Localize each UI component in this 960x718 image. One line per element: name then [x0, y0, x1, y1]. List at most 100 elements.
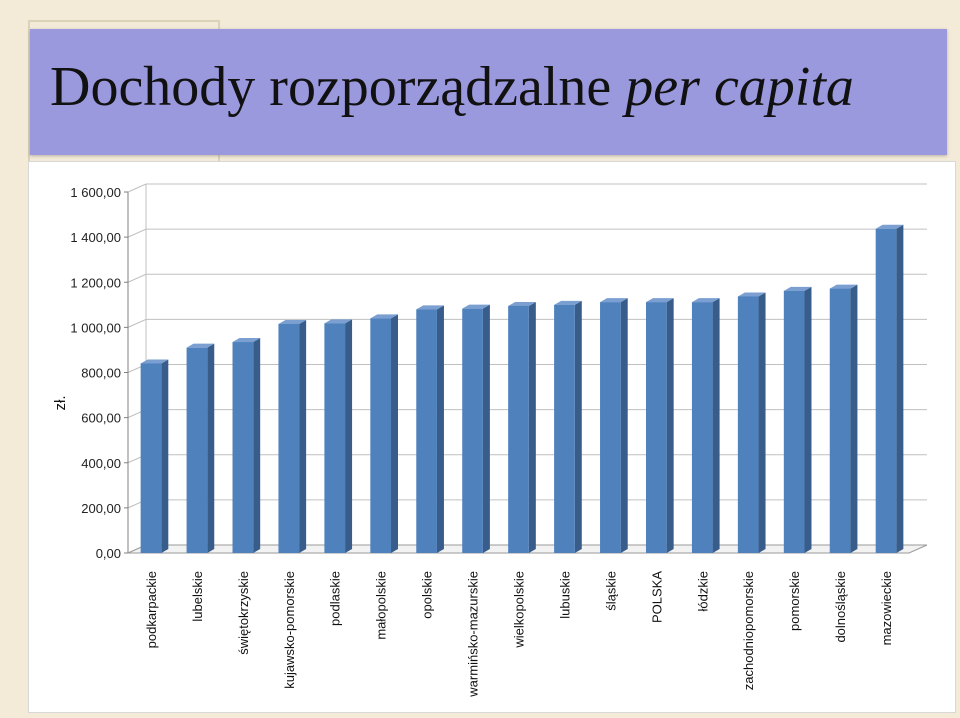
bar-podkarpackie — [140, 359, 169, 553]
bar-opolskie — [416, 305, 444, 553]
bar-side — [712, 298, 720, 553]
bar-małopolskie — [370, 314, 399, 553]
x-tick-label: pomorskie — [787, 571, 802, 631]
y-tick-label: 0,00 — [96, 546, 121, 561]
x-tick-label: lubuskie — [557, 571, 572, 619]
y-tick-label: 1 600,00 — [70, 185, 121, 200]
bar-pomorskie — [783, 286, 812, 553]
y-tick-label: 600,00 — [81, 411, 121, 426]
bar — [232, 342, 254, 553]
grid-depth-line — [127, 183, 147, 193]
bar — [140, 363, 162, 553]
bar — [554, 304, 575, 553]
x-tick-label: mazowieckie — [879, 571, 894, 645]
x-tick-label: kujawsko-pomorskie — [282, 571, 297, 689]
bar-side — [850, 284, 858, 553]
bar — [691, 302, 713, 553]
bar-podlaskie — [324, 319, 353, 553]
x-tick-label: warmińsko-mazurskie — [466, 571, 481, 698]
title-main: Dochody rozporządzalne — [50, 56, 612, 118]
bar-top — [645, 298, 674, 303]
grid-depth-line — [127, 318, 147, 328]
bar-top — [232, 338, 261, 343]
x-tick-label: łódzkie — [695, 571, 710, 611]
bar-top — [554, 300, 582, 305]
bar-side — [253, 338, 261, 553]
y-tick-label: 1 200,00 — [70, 275, 121, 290]
bar-top — [462, 304, 490, 309]
x-tick-label: wielkopolskie — [512, 571, 527, 649]
bar-side — [391, 314, 399, 553]
bar-mazowieckie — [875, 224, 904, 554]
bar-chart: 0,00 200,00 400,00 600,00 800,00 1 000,00 1 20… — [52, 183, 928, 698]
bar-top — [324, 319, 353, 324]
bar-side — [528, 301, 536, 553]
bar-side — [574, 300, 582, 553]
x-tick-label: POLSKA — [649, 571, 664, 623]
bar-wielkopolskie — [508, 301, 536, 553]
bar-side — [758, 292, 766, 553]
bar-side — [666, 298, 674, 553]
bar-side — [896, 224, 904, 554]
y-tick-label: 1 400,00 — [70, 230, 121, 245]
x-tick-label: podlaskie — [328, 571, 343, 626]
bar — [645, 302, 667, 553]
bar — [600, 302, 621, 553]
bar-top — [278, 319, 307, 324]
y-axis-label: zł. — [52, 396, 69, 411]
bar-top — [691, 298, 720, 303]
bar-śląskie — [600, 298, 628, 553]
bar-side — [299, 319, 307, 553]
bar-lubelskie — [186, 343, 215, 553]
x-tick-label: podkarpackie — [144, 571, 159, 648]
bar-POLSKA — [645, 298, 674, 553]
bar-side — [804, 286, 812, 553]
bar — [370, 318, 392, 553]
bar-side — [345, 319, 353, 553]
y-tick-label: 200,00 — [81, 501, 121, 516]
bar-top — [600, 298, 628, 303]
chart-panel: 0,00 200,00 400,00 600,00 800,00 1 000,00 1 20… — [28, 161, 956, 713]
x-tick-label: lubelskie — [190, 571, 205, 622]
bar-zachodniopomorskie — [737, 292, 766, 553]
y-tick-label: 400,00 — [81, 456, 121, 471]
bar-warmińsko-mazurskie — [462, 304, 490, 553]
bar-kujawsko-pomorskie — [278, 319, 307, 553]
bar-świętokrzyskie — [232, 338, 261, 553]
bar — [324, 323, 346, 553]
x-tick-label: śląskie — [603, 571, 618, 611]
bar — [829, 288, 851, 553]
x-tick-label: opolskie — [420, 571, 435, 619]
bar — [186, 347, 208, 553]
bar-side — [436, 305, 444, 553]
x-tick-label: świętokrzyskie — [236, 571, 251, 655]
bar-side — [161, 359, 169, 553]
bar-top — [370, 314, 399, 319]
bar — [462, 308, 483, 553]
bar — [416, 309, 437, 553]
bar-top — [140, 359, 169, 364]
title-banner: Dochody rozporządzalne per capita — [30, 29, 947, 155]
bar — [783, 290, 805, 553]
title-italic: per capita — [625, 56, 854, 118]
bar-side — [207, 343, 215, 553]
bar-side — [482, 304, 490, 553]
y-tick-label: 800,00 — [81, 366, 121, 381]
bar-top — [416, 305, 444, 310]
bar — [508, 305, 529, 553]
bar-dolnośląskie — [829, 284, 858, 553]
bar-top — [829, 284, 858, 289]
grid-depth-line — [127, 228, 147, 238]
bar-side — [620, 298, 628, 553]
bar — [875, 228, 897, 553]
x-tick-label: zachodniopomorskie — [741, 571, 756, 690]
bar-top — [186, 343, 215, 348]
grid-depth-line — [127, 273, 147, 283]
bar-łódzkie — [691, 298, 720, 553]
x-tick-label: dolnośląskie — [833, 571, 848, 643]
bar-top — [783, 286, 812, 291]
bar — [278, 323, 300, 553]
bar — [737, 296, 759, 553]
bar-lubuskie — [554, 300, 582, 553]
bar-top — [508, 301, 536, 306]
